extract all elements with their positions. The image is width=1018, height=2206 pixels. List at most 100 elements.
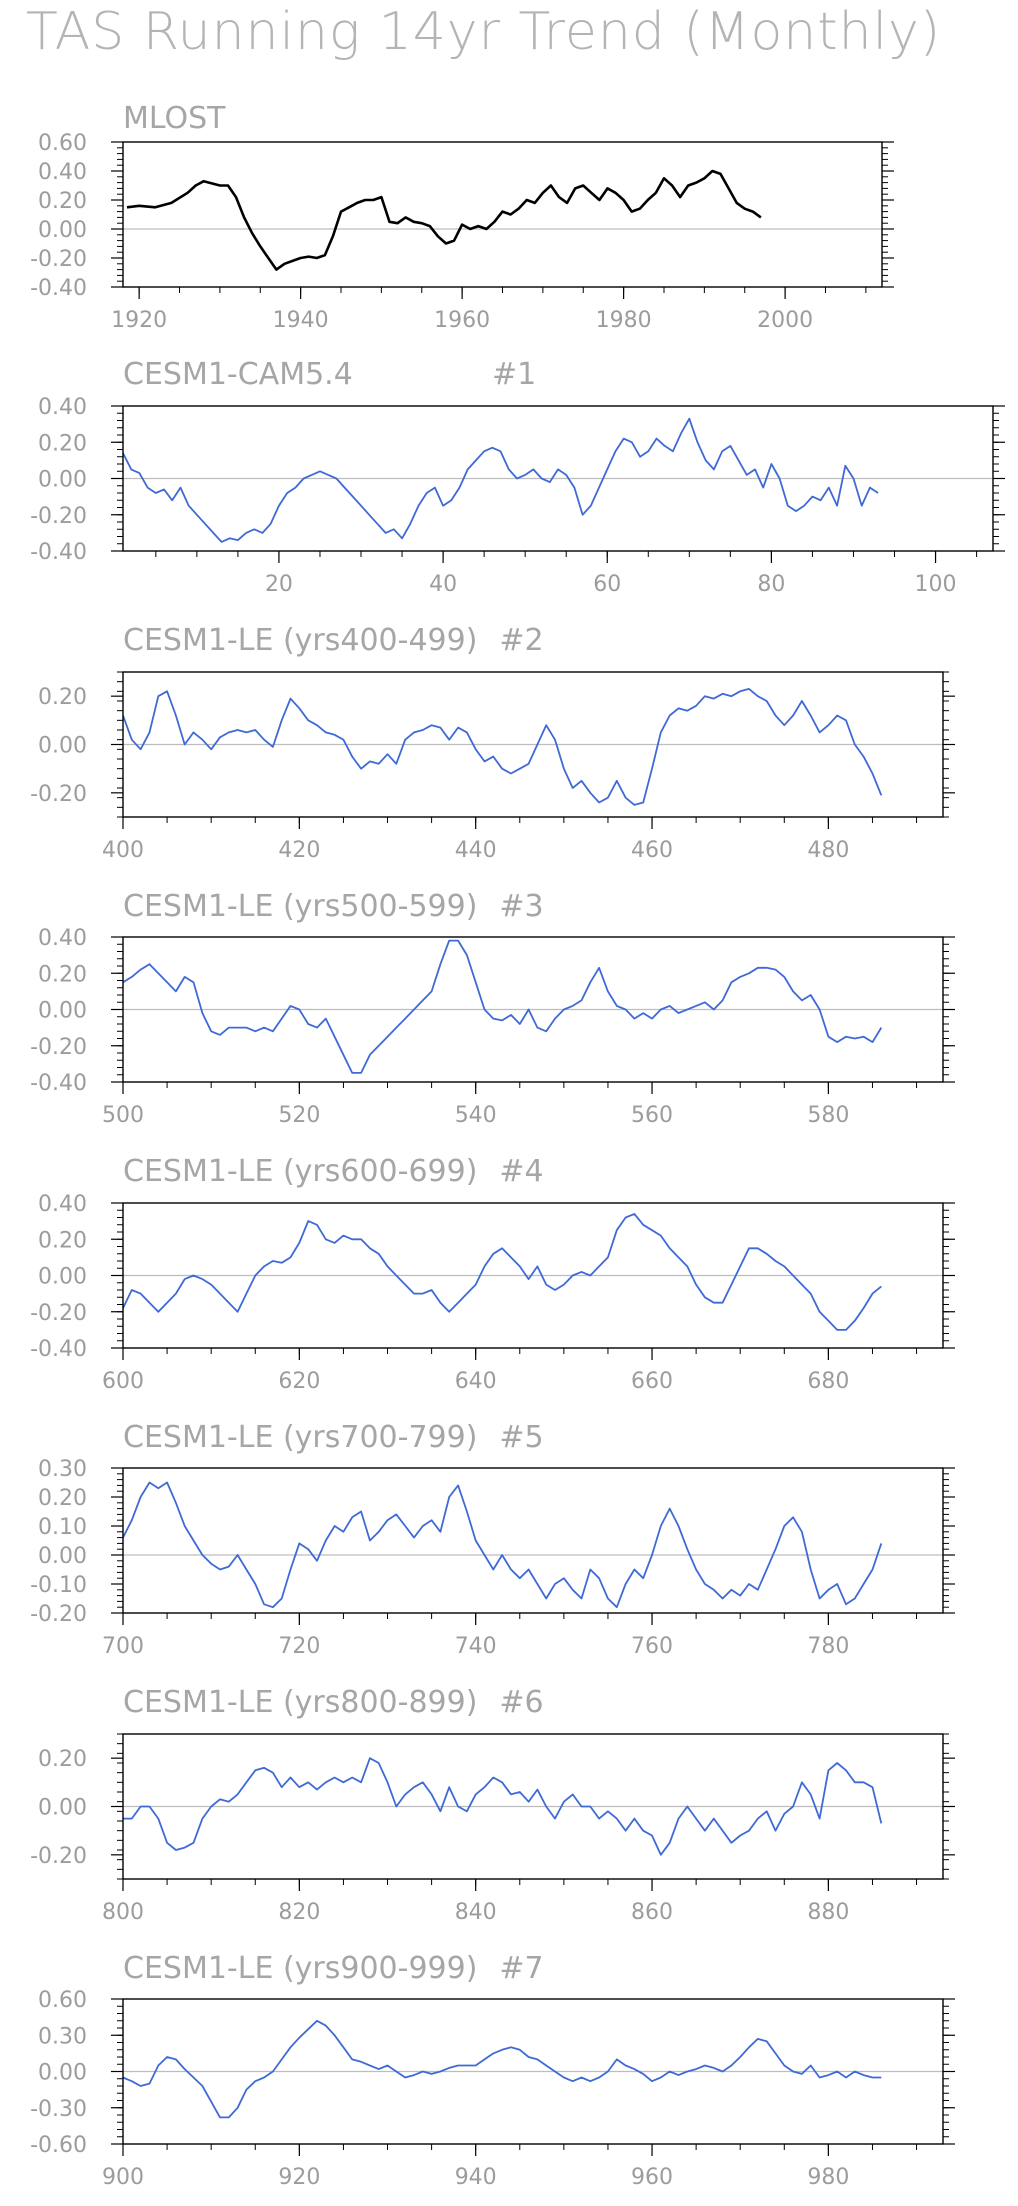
x-tick-label: 760 [631, 1634, 673, 1659]
plot-frame [122, 936, 944, 1083]
x-tick-label: 1920 [111, 308, 167, 333]
x-tick-label: 580 [807, 1103, 849, 1128]
chart-panel-5: CESM1-LE (yrs600-699) #4 -0.40 -0.20 0.00 0.2… [30, 1154, 955, 1394]
y-tick-label: -0.10 [30, 1573, 87, 1598]
x-tick-label: 460 [631, 838, 673, 863]
y-tick-label: 0.20 [38, 962, 87, 987]
y-tick-label: -0.20 [30, 1035, 87, 1060]
plot-frame [122, 671, 944, 818]
y-tick-label: 0.00 [38, 1265, 87, 1290]
chart-panel-2: CESM1-CAM5.4 #1 -0.40 -0.20 0.00 0.20 0.40 20 40… [30, 357, 1005, 597]
plot-frame [122, 141, 883, 288]
y-tick-label: 0.00 [38, 1544, 87, 1569]
series-line [122, 417, 879, 543]
x-tick-label: 700 [102, 1634, 144, 1659]
y-tick-label: 0.60 [38, 1988, 87, 2013]
series-line [122, 2019, 882, 2119]
panel-title: CESM1-CAM5.4 [123, 357, 353, 392]
figure-title: TAS Running 14yr Trend (Monthly) [26, 2, 942, 62]
series-line [122, 688, 883, 806]
y-tick-label: 0.20 [38, 1486, 87, 1511]
series-line [126, 169, 762, 271]
x-tick-label: 740 [455, 1634, 497, 1659]
x-tick-label: 940 [455, 2165, 497, 2190]
x-tick-label: 520 [278, 1103, 320, 1128]
plot-frame [122, 1998, 944, 2145]
chart-panel-3: CESM1-LE (yrs400-499) #2 -0.20 0.00 0.20 400 4… [30, 623, 955, 863]
y-tick-label: -0.40 [30, 1071, 87, 1096]
plot-frame [122, 1467, 944, 1614]
x-tick-label: 680 [807, 1369, 849, 1394]
y-tick-label: 0.40 [38, 926, 87, 951]
chart-panel-1: MLOST -0.40 -0.20 0.00 0.20 0.40 0.60 1920 1940 1… [30, 101, 894, 333]
panel-title: CESM1-LE (yrs600-699) [123, 1154, 477, 1189]
x-tick-label: 820 [278, 1900, 320, 1925]
x-tick-label: 640 [455, 1369, 497, 1394]
x-tick-label: 800 [102, 1900, 144, 1925]
y-tick-label: 0.20 [38, 431, 87, 456]
x-tick-label: 660 [631, 1369, 673, 1394]
panel-title: CESM1-LE (yrs800-899) [123, 1685, 477, 1720]
panel-run-number: #3 [499, 889, 543, 924]
panel-run-number: #1 [492, 357, 536, 392]
chart-panel-6: CESM1-LE (yrs700-799) #5 -0.20 -0.10 0.00 0.1… [30, 1420, 955, 1659]
y-tick-label: -0.40 [30, 1337, 87, 1362]
y-tick-label: -0.20 [30, 247, 87, 272]
y-tick-label: 0.20 [38, 1228, 87, 1253]
x-tick-label: 80 [757, 572, 785, 597]
panel-run-number: #6 [499, 1685, 543, 1720]
x-tick-label: 100 [915, 572, 957, 597]
panel-title: CESM1-LE (yrs900-999) [123, 1951, 477, 1986]
x-tick-label: 960 [631, 2165, 673, 2190]
plot-frame [122, 405, 994, 552]
x-tick-label: 1940 [273, 308, 329, 333]
y-tick-label: 0.20 [38, 189, 87, 214]
y-tick-label: 0.30 [38, 2024, 87, 2049]
panel-run-number: #2 [499, 623, 543, 658]
panel-run-number: #5 [499, 1420, 543, 1455]
y-tick-label: -0.60 [30, 2133, 87, 2158]
x-tick-label: 620 [278, 1369, 320, 1394]
y-tick-label: 0.00 [38, 734, 87, 759]
panel-title: CESM1-LE (yrs700-799) [123, 1420, 477, 1455]
x-tick-label: 440 [455, 838, 497, 863]
y-tick-label: -0.40 [30, 540, 87, 565]
plot-frame [122, 1202, 944, 1349]
x-tick-label: 600 [102, 1369, 144, 1394]
panel-title: MLOST [123, 101, 226, 136]
x-tick-label: 920 [278, 2165, 320, 2190]
series-line [123, 1757, 883, 1856]
chart-panel-4: CESM1-LE (yrs500-599) #3 -0.40 -0.20 0.00 0.2… [30, 889, 955, 1128]
x-tick-label: 20 [265, 572, 293, 597]
x-tick-label: 480 [807, 838, 849, 863]
x-tick-label: 540 [455, 1103, 497, 1128]
x-tick-label: 2000 [757, 308, 813, 333]
y-tick-label: 0.30 [38, 1457, 87, 1482]
y-tick-label: -0.20 [30, 1844, 87, 1869]
y-tick-label: -0.30 [30, 2097, 87, 2122]
plot-frame [122, 1733, 944, 1880]
x-tick-label: 40 [429, 572, 457, 597]
panel-run-number: #7 [499, 1951, 543, 1986]
chart-panel-8: CESM1-LE (yrs900-999) #7 -0.60 -0.30 0.00 0.3… [30, 1951, 955, 2190]
y-tick-label: 0.20 [38, 1747, 87, 1772]
y-tick-label: -0.20 [30, 782, 87, 807]
x-tick-label: 60 [593, 572, 621, 597]
y-tick-label: 0.40 [38, 395, 87, 420]
y-tick-label: -0.40 [30, 276, 87, 301]
y-tick-label: 0.40 [38, 160, 87, 185]
y-tick-label: 0.00 [38, 2061, 87, 2086]
chart-panel-7: CESM1-LE (yrs800-899) #6 -0.20 0.00 0.20 800 8… [30, 1685, 955, 1925]
series-line [122, 1481, 883, 1609]
x-tick-label: 560 [631, 1103, 673, 1128]
panel-run-number: #4 [499, 1154, 543, 1189]
y-tick-label: 0.00 [38, 999, 87, 1024]
x-tick-label: 400 [102, 838, 144, 863]
x-tick-label: 980 [807, 2165, 849, 2190]
y-tick-label: 0.60 [38, 131, 87, 156]
panel-title: CESM1-LE (yrs400-499) [123, 623, 477, 658]
y-tick-label: -0.20 [30, 1301, 87, 1326]
x-tick-label: 900 [102, 2165, 144, 2190]
y-tick-label: 0.10 [38, 1515, 87, 1540]
